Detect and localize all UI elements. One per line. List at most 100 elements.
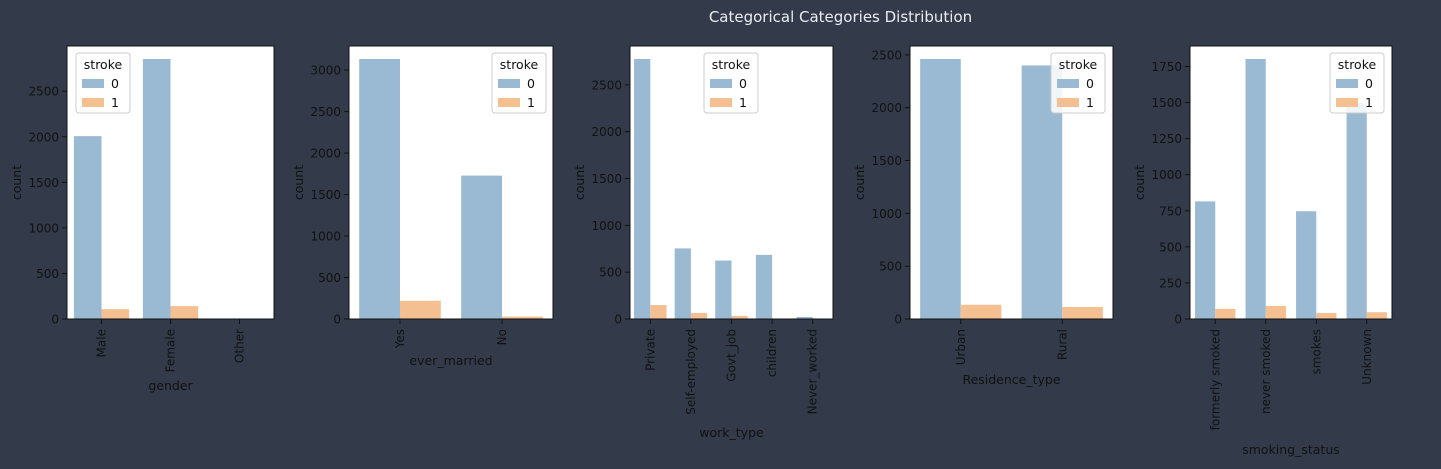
chart-panel-1: 0 500 1000 1500 2000 2500 Male Female Other gende… bbox=[9, 45, 275, 393]
bar bbox=[1296, 211, 1317, 319]
bar bbox=[359, 59, 400, 319]
x-tick-label: formerly smoked bbox=[1208, 329, 1222, 430]
x-tick-label: Yes bbox=[393, 329, 407, 349]
legend-swatch bbox=[1057, 98, 1079, 107]
y-tick-label: 1000 bbox=[28, 221, 59, 235]
chart-panel-5: 0 250 500 750 1000 1250 1500 1750 formerly smoke… bbox=[1132, 45, 1393, 457]
bar bbox=[1265, 306, 1286, 319]
y-tick-label: 3000 bbox=[310, 64, 341, 78]
x-tick-label: Male bbox=[95, 329, 109, 357]
y-axis-label: count bbox=[9, 165, 24, 200]
chart-panel-3: 0 500 1000 1500 2000 2500 Private Self-employed… bbox=[572, 45, 834, 440]
legend-title: stroke bbox=[1059, 57, 1098, 72]
bar bbox=[920, 58, 961, 320]
y-tick-label: 2000 bbox=[871, 101, 902, 115]
y-tick-label: 2500 bbox=[591, 78, 622, 92]
y-tick-label: 1500 bbox=[310, 188, 341, 202]
bar bbox=[690, 312, 708, 319]
y-axis-label: count bbox=[852, 165, 867, 200]
legend-label: 1 bbox=[739, 95, 747, 110]
axes-frame bbox=[909, 45, 1114, 320]
x-axis-label: gender bbox=[148, 378, 193, 393]
bar bbox=[101, 309, 130, 319]
legend-swatch bbox=[710, 79, 732, 88]
figure-title: Categorical Categories Distribution bbox=[708, 8, 973, 26]
y-tick-label: 1250 bbox=[1151, 132, 1182, 146]
legend-swatch bbox=[1057, 79, 1079, 88]
y-tick-label: 2500 bbox=[310, 105, 341, 119]
x-tick-label: Self-employed bbox=[684, 329, 698, 415]
axes-frame bbox=[629, 45, 834, 320]
legend: stroke 0 1 bbox=[1329, 52, 1385, 114]
bar bbox=[715, 260, 732, 319]
y-tick-label: 2000 bbox=[591, 125, 622, 139]
legend-label: 0 bbox=[739, 76, 747, 91]
x-tick-label: Female bbox=[164, 329, 178, 372]
legend-label: 0 bbox=[527, 76, 535, 91]
bar bbox=[731, 315, 748, 319]
bar bbox=[461, 175, 502, 319]
bar bbox=[960, 304, 1002, 319]
y-tick-label: 2000 bbox=[310, 147, 341, 161]
y-tick-label: 500 bbox=[1159, 240, 1182, 254]
bar bbox=[1366, 312, 1387, 319]
legend-swatch bbox=[1336, 79, 1358, 88]
legend: stroke 0 1 bbox=[703, 52, 759, 114]
y-tick-label: 1000 bbox=[1151, 168, 1182, 182]
legend-swatch bbox=[1336, 98, 1358, 107]
y-tick-label: 0 bbox=[614, 313, 622, 327]
legend-swatch bbox=[710, 98, 732, 107]
legend-label: 1 bbox=[1086, 95, 1094, 110]
legend-title: stroke bbox=[712, 57, 751, 72]
y-tick-label: 1000 bbox=[591, 219, 622, 233]
x-tick-label: Rural bbox=[1055, 329, 1069, 360]
legend: stroke 0 1 bbox=[1050, 52, 1106, 114]
y-tick-label: 1750 bbox=[1151, 60, 1182, 74]
y-tick-label: 1500 bbox=[1151, 96, 1182, 110]
y-axis-label: count bbox=[1132, 165, 1147, 200]
x-axis-label: ever_married bbox=[409, 353, 492, 368]
x-tick-label: Never_worked bbox=[806, 329, 820, 414]
y-axis-label: count bbox=[291, 165, 306, 200]
legend-swatch bbox=[82, 98, 104, 107]
y-tick-label: 0 bbox=[333, 313, 341, 327]
x-tick-label: Urban bbox=[954, 329, 968, 365]
x-tick-label: Unknown bbox=[1360, 329, 1374, 385]
legend-title: stroke bbox=[84, 57, 123, 72]
chart-panel-4: 0 500 1000 1500 2000 2500 Urban Rural Residence_… bbox=[852, 45, 1114, 387]
bar bbox=[170, 306, 199, 319]
axes-frame bbox=[66, 45, 275, 320]
legend-label: 0 bbox=[1086, 76, 1094, 91]
x-tick-label: Govt_job bbox=[725, 329, 739, 382]
y-tick-label: 1500 bbox=[591, 172, 622, 186]
y-tick-label: 500 bbox=[879, 260, 902, 274]
x-tick-label: Private bbox=[643, 329, 657, 371]
x-axis-label: Residence_type bbox=[962, 372, 1060, 387]
legend-title: stroke bbox=[500, 57, 539, 72]
y-tick-label: 1500 bbox=[871, 154, 902, 168]
y-tick-label: 500 bbox=[318, 271, 341, 285]
bar bbox=[674, 248, 691, 319]
x-tick-label: Other bbox=[233, 329, 247, 363]
y-tick-label: 1000 bbox=[871, 207, 902, 221]
y-tick-label: 1000 bbox=[310, 230, 341, 244]
bar bbox=[1195, 201, 1216, 319]
y-tick-label: 500 bbox=[36, 267, 59, 281]
legend-label: 0 bbox=[111, 76, 119, 91]
bar bbox=[796, 316, 813, 319]
legend-swatch bbox=[498, 98, 520, 107]
y-tick-label: 0 bbox=[1174, 313, 1182, 327]
bar bbox=[650, 305, 667, 319]
y-axis-label: count bbox=[572, 165, 587, 200]
legend-label: 0 bbox=[1365, 76, 1373, 91]
bar bbox=[400, 300, 441, 319]
x-tick-label: never smoked bbox=[1259, 329, 1273, 414]
x-tick-label: children bbox=[765, 329, 779, 377]
bar bbox=[1245, 58, 1266, 320]
x-axis-label: work_type bbox=[699, 425, 764, 440]
y-tick-label: 2000 bbox=[28, 130, 59, 144]
axes-frame bbox=[1189, 45, 1393, 320]
legend-swatch bbox=[498, 79, 520, 88]
bar bbox=[502, 316, 543, 319]
